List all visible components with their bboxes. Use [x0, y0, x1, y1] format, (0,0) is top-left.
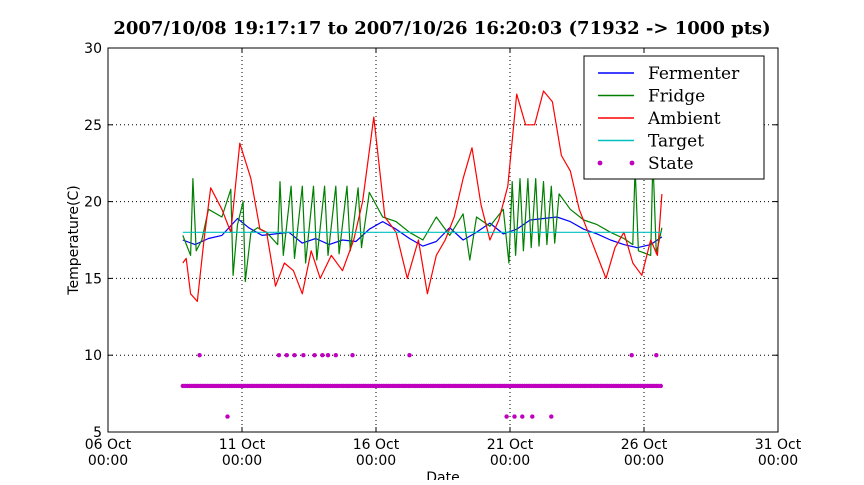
- legend-label-state: State: [648, 154, 694, 174]
- legend-label-fridge: Fridge: [648, 87, 705, 107]
- axis-ticks: 06 Oct 00:00 11 Oct 00:00 16 Oct 00:00 21 Oct 0…: [84, 41, 802, 469]
- state-marker: [407, 353, 412, 358]
- state-marker: [520, 414, 525, 419]
- state-marker: [654, 353, 659, 358]
- state-marker: [333, 353, 338, 358]
- legend-label-fermenter: Fermenter: [648, 64, 740, 84]
- legend-item-fridge: Fridge: [598, 87, 705, 107]
- legend-label-target: Target: [648, 132, 704, 152]
- fermenter-series-line: [182, 216, 663, 249]
- legend-label-ambient: Ambient: [647, 109, 721, 129]
- state-marker: [312, 353, 317, 358]
- y-tick-label: 25: [84, 118, 102, 134]
- state-marker: [549, 414, 554, 419]
- state-marker: [658, 383, 663, 389]
- legend-item-state: State: [597, 154, 694, 174]
- state-marker: [292, 353, 297, 358]
- x-tick-label: 31 Oct 00:00: [755, 437, 802, 469]
- x-tick-label: 26 Oct 00:00: [621, 437, 668, 469]
- y-tick-label: 5: [93, 425, 102, 441]
- x-axis-label: Date: [426, 470, 459, 480]
- x-tick-label: 11 Oct 00:00: [219, 437, 266, 469]
- plot-frame: [107, 47, 779, 433]
- state-series-markers: [180, 353, 663, 419]
- x-tick-label: 21 Oct 00:00: [487, 437, 534, 469]
- y-tick-label: 15: [84, 271, 102, 287]
- x-tick-label: 06 Oct 00:00: [85, 437, 132, 469]
- y-tick-label: 20: [84, 195, 102, 211]
- series-layer: [180, 90, 663, 419]
- legend-swatch-state: [629, 160, 635, 166]
- state-marker: [350, 353, 355, 358]
- y-tick-label: 30: [84, 41, 102, 57]
- state-marker: [301, 353, 306, 358]
- state-marker: [325, 353, 331, 358]
- legend-item-ambient: Ambient: [598, 109, 721, 129]
- legend-item-target: Target: [598, 132, 704, 152]
- state-marker: [512, 414, 517, 419]
- state-marker: [225, 414, 230, 419]
- chart-title: 2007/10/08 19:17:17 to 2007/10/26 16:20:…: [113, 18, 770, 39]
- state-marker: [629, 353, 634, 358]
- state-marker: [284, 353, 289, 358]
- legend-item-fermenter: Fermenter: [598, 64, 740, 84]
- fridge-series-line: [182, 158, 663, 283]
- legend-swatch-state: [597, 160, 603, 166]
- state-marker: [320, 353, 325, 358]
- y-tick-label: 10: [84, 348, 102, 364]
- state-marker: [530, 414, 535, 419]
- state-marker: [276, 353, 282, 358]
- x-tick-label: 16 Oct 00:00: [353, 437, 400, 469]
- state-marker: [504, 414, 509, 419]
- state-marker: [197, 353, 202, 358]
- y-axis-label: Temperature(C): [66, 185, 82, 295]
